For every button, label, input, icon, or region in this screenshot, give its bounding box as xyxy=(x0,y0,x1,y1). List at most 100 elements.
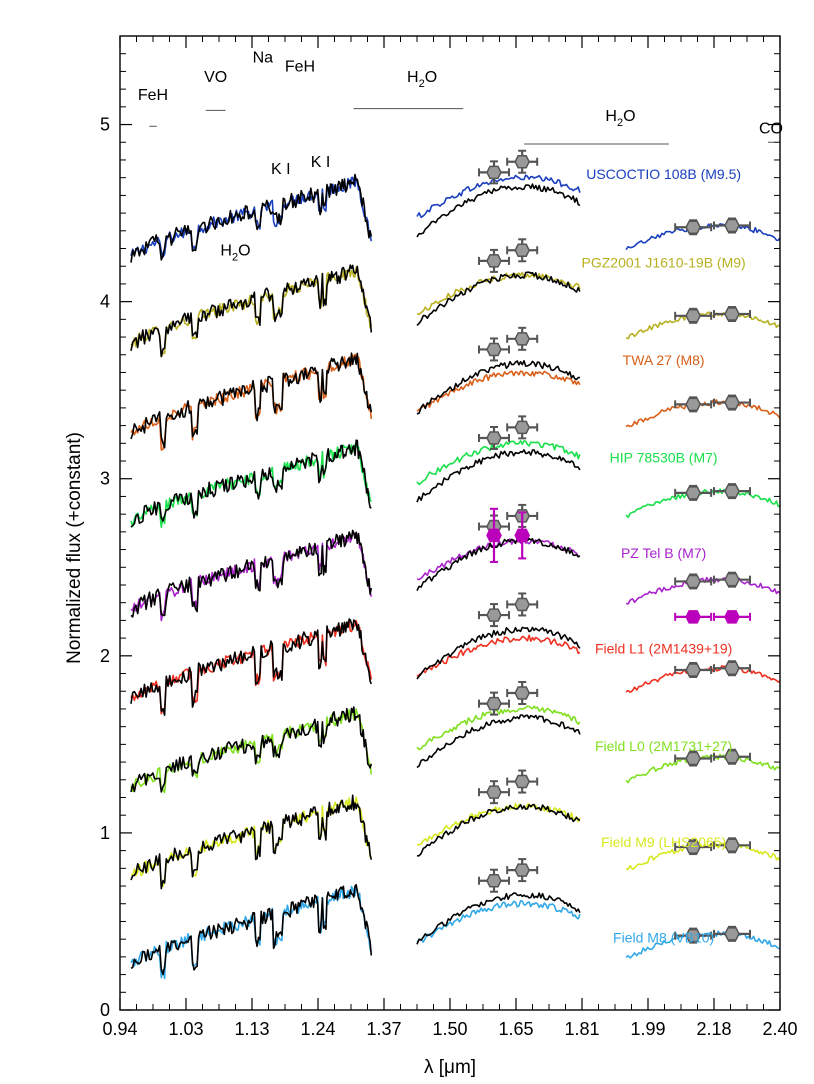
spectra-layer xyxy=(130,173,781,980)
template-line-field-l1-2m1439-19-H xyxy=(416,626,581,680)
x-tick-label: 1.50 xyxy=(432,1019,467,1039)
annotation-h2o-4: H2O xyxy=(407,69,437,90)
template-line-field-m8-vb10-J xyxy=(130,883,373,976)
photometry-point-field-l0-2m1731-27-h0 xyxy=(478,691,510,716)
photometry-point-field-l1-2m1439-19-k0 xyxy=(674,661,713,678)
photometry-point-field-m9-lhs2065-k0 xyxy=(674,839,713,856)
template-line-field-m9-lhs2065-J xyxy=(130,794,373,890)
x-axis-label: λ [μm] xyxy=(424,1057,476,1078)
photometry-point-hip-78530b-m7-k1 xyxy=(713,483,751,500)
annotation-feh-0: FeH xyxy=(138,87,168,104)
pztel-photometry-point-2 xyxy=(674,610,713,624)
photometry-point-hip-78530b-m7-k0 xyxy=(674,484,713,501)
x-tick-label: 1.24 xyxy=(300,1019,335,1039)
spectrum-line-field-m9-lhs2065-H xyxy=(416,803,581,846)
photometry-point-uscoctio-108b-m9-5-k0 xyxy=(674,219,713,236)
photometry-point-uscoctio-108b-m9-5-k1 xyxy=(713,217,751,234)
y-tick-label: 0 xyxy=(100,1000,110,1020)
annotation-k-i-7: K I xyxy=(271,161,291,178)
spectrum-line-uscoctio-108b-m9-5-H xyxy=(416,174,581,219)
y-tick-label: 2 xyxy=(100,646,110,666)
axes: 0.94 1.03 1.13 1.24 1.37 1.50 1.65 1.81 1.99 2.18… xyxy=(100,35,798,1039)
y-tick-label: 4 xyxy=(100,292,110,312)
x-tick-label: 0.94 xyxy=(102,1019,137,1039)
x-tick-label: 2.40 xyxy=(762,1019,797,1039)
spectrum-line-field-m8-vb10-K xyxy=(625,930,781,959)
x-tick-label: 1.99 xyxy=(630,1019,665,1039)
series-label-field-l0-2m1731-27: Field L0 (2M1731+27) xyxy=(595,738,732,754)
template-line-field-m9-lhs2065-H xyxy=(416,803,581,857)
template-line-field-l0-2m1731-27-H xyxy=(416,714,581,769)
photometry-point-field-m9-lhs2065-k1 xyxy=(713,837,751,854)
template-line-pz-tel-b-m7-J xyxy=(130,529,373,618)
x-tick-label: 2.18 xyxy=(696,1019,731,1039)
y-axis-label: Normalized flux (+constant) xyxy=(64,432,85,664)
template-line-hip-78530b-m7-H xyxy=(416,449,581,503)
x-tick-label: 1.81 xyxy=(564,1019,599,1039)
photometry-point-hip-78530b-m7-h1 xyxy=(506,415,539,440)
spectrum-line-field-l0-2m1731-27-H xyxy=(416,705,581,751)
photometry-point-field-m8-vb10-k1 xyxy=(713,925,751,942)
template-line-field-l1-2m1439-19-J xyxy=(130,618,373,716)
template-line-pgz2001-j1610-19b-m9-J xyxy=(130,264,373,358)
series-label-uscoctio-108b-m9-5: USCOCTIO 108B (M9.5) xyxy=(586,166,741,182)
photometry-point-pz-tel-b-m7-k0 xyxy=(674,573,713,590)
pztel-photometry-point-3 xyxy=(713,610,751,624)
photometry-point-field-l0-2m1731-27-k0 xyxy=(674,750,713,767)
series-labels: USCOCTIO 108B (M9.5) PGZ2001 J1610-19B (M… xyxy=(582,166,746,945)
annotation-vo-1: VO xyxy=(204,69,227,86)
spectrum-line-pz-tel-b-m7-J xyxy=(130,531,373,622)
photometry-point-field-m8-vb10-h1 xyxy=(506,858,539,883)
photometry-point-twa-27-m8-k1 xyxy=(713,394,751,411)
annotation-na-2: Na xyxy=(253,50,274,67)
series-label-field-m8-vb10: Field M8 (VB10) xyxy=(613,929,714,945)
photometry-point-field-m9-lhs2065-h0 xyxy=(478,780,510,805)
photometry-point-pgz2001-j1610-19b-m9-h0 xyxy=(478,248,510,273)
x-tick-label: 1.65 xyxy=(498,1019,533,1039)
annotation-feh-3: FeH xyxy=(285,58,315,75)
series-label-hip-78530b-m7: HIP 78530B (M7) xyxy=(610,449,718,465)
pztel-photometry-point-0 xyxy=(486,507,502,563)
spectrum-line-twa-27-m8-H xyxy=(416,370,581,412)
photometry-point-pgz2001-j1610-19b-m9-k0 xyxy=(674,307,713,324)
photometry-point-field-m8-vb10-h0 xyxy=(478,868,510,893)
template-line-uscoctio-108b-m9-5-H xyxy=(416,183,581,238)
series-label-pgz2001-j1610-19b-m9: PGZ2001 J1610-19B (M9) xyxy=(582,255,746,271)
y-tick-label: 3 xyxy=(100,469,110,489)
series-label-pz-tel-b-m7: PZ Tel B (M7) xyxy=(621,545,706,561)
y-tick-label: 5 xyxy=(100,115,110,135)
template-line-pgz2001-j1610-19b-m9-H xyxy=(416,271,581,326)
spectrum-line-field-m8-vb10-H xyxy=(416,900,581,943)
template-line-field-l0-2m1731-27-J xyxy=(130,706,373,793)
template-line-uscoctio-108b-m9-5-J xyxy=(130,173,373,263)
spectrum-line-twa-27-m8-J xyxy=(130,353,373,451)
spectrum-line-field-l0-2m1731-27-K xyxy=(625,753,781,784)
series-label-field-l1-2m1439-19: Field L1 (2M1439+19) xyxy=(595,641,732,657)
series-label-twa-27-m8: TWA 27 (M8) xyxy=(623,352,705,368)
spectrum-line-field-l1-2m1439-19-H xyxy=(416,634,581,678)
spectrum-line-field-l0-2m1731-27-J xyxy=(130,708,373,794)
photometry-point-pgz2001-j1610-19b-m9-k1 xyxy=(713,306,751,323)
template-line-hip-78530b-m7-J xyxy=(130,439,372,528)
spectrum-line-hip-78530b-m7-H xyxy=(416,440,581,486)
spectrum-line-pgz2001-j1610-19b-m9-K xyxy=(625,311,781,340)
photometry-point-twa-27-m8-h1 xyxy=(506,326,539,351)
template-line-field-m8-vb10-H xyxy=(416,892,581,945)
x-tick-label: 1.03 xyxy=(168,1019,203,1039)
photometry-point-pz-tel-b-m7-k1 xyxy=(713,571,751,588)
spectrum-line-uscoctio-108b-m9-5-K xyxy=(625,222,781,251)
photometry-point-twa-27-m8-k0 xyxy=(674,396,713,413)
x-tick-label: 1.37 xyxy=(366,1019,401,1039)
photometry-point-field-l1-2m1439-19-h0 xyxy=(478,603,510,628)
annotation-h2o-5: H2O xyxy=(605,108,635,129)
series-label-field-m9-lhs2065: Field M9 (LHS2065) xyxy=(601,834,726,850)
photometry-point-hip-78530b-m7-h0 xyxy=(478,425,510,450)
photometry-point-field-l0-2m1731-27-h1 xyxy=(506,681,539,706)
y-tick-label: 1 xyxy=(100,823,110,843)
photometry-point-uscoctio-108b-m9-5-h0 xyxy=(478,160,510,185)
annotation-k-i-8: K I xyxy=(311,154,331,171)
spectrum-line-field-m9-lhs2065-K xyxy=(625,842,781,870)
photometry-point-field-l1-2m1439-19-k1 xyxy=(713,660,751,677)
